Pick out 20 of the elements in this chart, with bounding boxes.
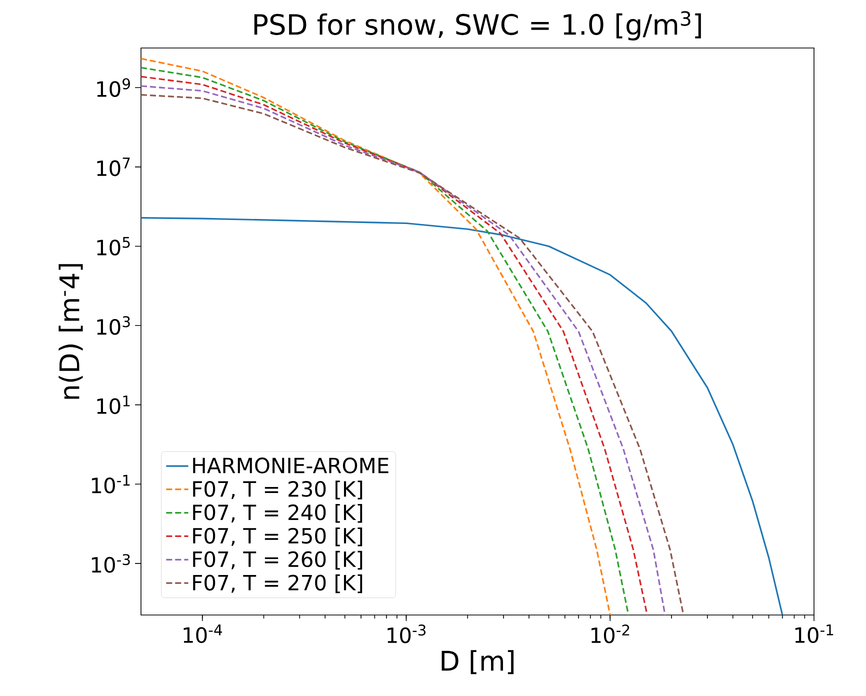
y-tick-label: 10$^{7}$	[97, 158, 130, 176]
x-tick-label: 10$^{-4}$	[184, 624, 222, 644]
legend-label: F07, T = 270 [K]	[193, 574, 362, 594]
y-tick-label: 10$^{1}$	[97, 396, 130, 414]
y-tick-label: 10$^{-1}$	[92, 474, 130, 494]
x-axis-title: D [m]	[442, 650, 514, 674]
y-tick-label: 10$^{3}$	[97, 316, 130, 335]
chart-title: PSD for snow, SWC = 1.0 [g/m$^{3}$]	[254, 11, 701, 40]
y-tick-label: 10$^{9}$	[97, 78, 130, 97]
x-tick-label: 10$^{-3}$	[388, 624, 426, 644]
x-tick-label: 10$^{-2}$	[592, 624, 630, 644]
legend-label: HARMONIE-AROME	[193, 458, 388, 474]
legend-label: F07, T = 230 [K]	[193, 480, 362, 500]
y-tick-label: 10$^{-3}$	[92, 554, 130, 573]
y-axis-title: n(D) [m$^{-}$4]	[58, 264, 83, 399]
y-tick-label: 10$^{5}$	[97, 236, 130, 256]
x-tick-label: 10$^{-1}$	[795, 624, 834, 644]
legend-label: F07, T = 240 [K]	[193, 504, 362, 523]
legend-label: F07, T = 250 [K]	[193, 527, 362, 546]
legend-label: F07, T = 260 [K]	[193, 550, 362, 570]
